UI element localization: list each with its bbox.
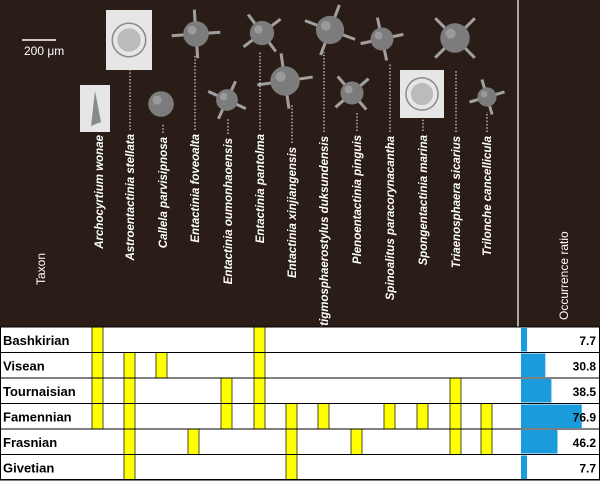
- taxon-label: Callela parvisipnosa: [158, 136, 170, 248]
- specimen-image: [148, 91, 174, 117]
- specimen-highlight: [254, 25, 263, 34]
- taxon-label: Entactinia oumonhaoensis: [223, 138, 235, 284]
- occurrence-ratio-value: 7.7: [579, 334, 596, 348]
- specimen-highlight: [219, 92, 228, 101]
- specimen-highlight: [187, 25, 197, 35]
- occurrence-ratio-bar: [521, 455, 528, 479]
- stage-row: [0, 403, 600, 429]
- specimen-highlight: [445, 28, 456, 39]
- specimen-core: [410, 82, 434, 106]
- specimen-shell: [91, 91, 101, 126]
- specimen-image: [400, 70, 444, 118]
- specimen-image: [257, 53, 313, 109]
- specimen-shell: [315, 15, 345, 45]
- specimen-core: [117, 28, 141, 52]
- specimen-shell: [249, 20, 275, 46]
- occurrence-ratio-value: 46.2: [573, 436, 597, 450]
- header-background: [0, 0, 600, 327]
- specimen-shell: [477, 87, 497, 107]
- specimen-shell: [270, 66, 300, 96]
- taxon-label: Entactinia pantolma: [255, 133, 267, 243]
- specimen-image: [469, 79, 505, 115]
- stage-row: [0, 429, 600, 455]
- specimen-shell: [216, 89, 238, 111]
- scale-bar-label: 200 μm: [24, 44, 64, 58]
- specimen-image: [80, 85, 110, 132]
- occurrence-ratio-bars: 7.7 30.8 38.5 76.9 46.2 7.7: [521, 328, 596, 479]
- specimen-shell: [148, 91, 174, 117]
- specimen-shell: [370, 27, 394, 51]
- taxon-label: Entactinia foveoalta: [190, 133, 202, 242]
- specimen-highlight: [374, 31, 383, 40]
- stage-row: [0, 454, 600, 480]
- stage-row: [0, 327, 600, 353]
- specimen-shell: [405, 77, 439, 111]
- range-bar: [383, 403, 396, 430]
- stage-label: Frasnian: [3, 435, 57, 450]
- range-bar: [155, 352, 168, 379]
- stage-label: Famennian: [3, 410, 72, 425]
- specimen-shell: [440, 23, 470, 53]
- taxon-label: Archocyrtium wonae: [94, 134, 106, 249]
- taxon-label: Astroentactinia stellata: [125, 133, 137, 261]
- taxon-label: Triaenosphaera sicarius: [451, 136, 463, 268]
- specimen-image: [434, 17, 476, 59]
- taxon-label: Stigmosphaerostylus duksundensis: [319, 136, 331, 333]
- specimen-highlight: [320, 20, 331, 31]
- specimen-image: [171, 9, 221, 59]
- specimen-shell: [111, 22, 147, 58]
- taxon-label: Plenoentactinia pinguis: [352, 135, 364, 264]
- stage-row: [0, 352, 600, 378]
- occurrence-ratio-bar: [521, 328, 528, 352]
- range-bar: [317, 403, 330, 430]
- stage-label: Givetian: [3, 461, 54, 476]
- specimen-shell: [183, 21, 209, 47]
- occurrence-ratio-value: 38.5: [573, 385, 597, 399]
- range-bar: [350, 428, 363, 455]
- taxon-header: Taxon: [34, 253, 48, 285]
- stage-label: Bashkirian: [3, 333, 70, 348]
- specimen-image: [360, 17, 404, 61]
- range-bar: [285, 403, 298, 481]
- stage-label: Visean: [3, 359, 45, 374]
- taxon-label: Spinoalitus paracorynacantha: [385, 135, 397, 300]
- occurrence-ratio-bar: [521, 430, 558, 454]
- occurrence-ratio-value: 76.9: [573, 411, 597, 425]
- specimen-image: [304, 4, 356, 56]
- specimen-image: [106, 10, 152, 70]
- range-bar: [123, 352, 136, 481]
- occurrence-ratio-value: 30.8: [573, 360, 597, 374]
- leader-lines: [98, 52, 488, 143]
- taxon-label: Spongentactinia marina: [418, 134, 430, 265]
- specimen-images: [80, 4, 505, 132]
- scale-bar: 200 μm: [22, 39, 64, 58]
- occurrence-ratio-header: Occurrence ratio: [557, 231, 571, 320]
- range-bar: [449, 377, 462, 455]
- stage-label: Tournaisian: [3, 384, 76, 399]
- occurrence-ratio-bar: [521, 404, 582, 428]
- taxon-label: Entactinia xinjiangensis: [287, 147, 299, 278]
- specimen-shell: [340, 81, 364, 105]
- stage-row: [0, 378, 600, 404]
- specimen-image: [334, 75, 370, 111]
- specimen-highlight: [344, 85, 353, 94]
- taxon-labels: Archocyrtium wonae Astroentactinia stella…: [94, 133, 494, 333]
- specimen-highlight: [480, 90, 488, 98]
- range-bar: [187, 428, 200, 455]
- specimen-image: [242, 13, 282, 53]
- specimen-highlight: [275, 71, 286, 82]
- range-bar: [416, 403, 429, 430]
- occurrence-ratio-value: 7.7: [579, 462, 596, 476]
- occurrence-ratio-bar: [521, 353, 546, 377]
- specimen-image: [207, 80, 247, 120]
- taxon-label: Trilonche cancellicula: [482, 135, 494, 256]
- specimen-highlight: [152, 95, 162, 105]
- occurrence-ratio-bar: [521, 379, 552, 403]
